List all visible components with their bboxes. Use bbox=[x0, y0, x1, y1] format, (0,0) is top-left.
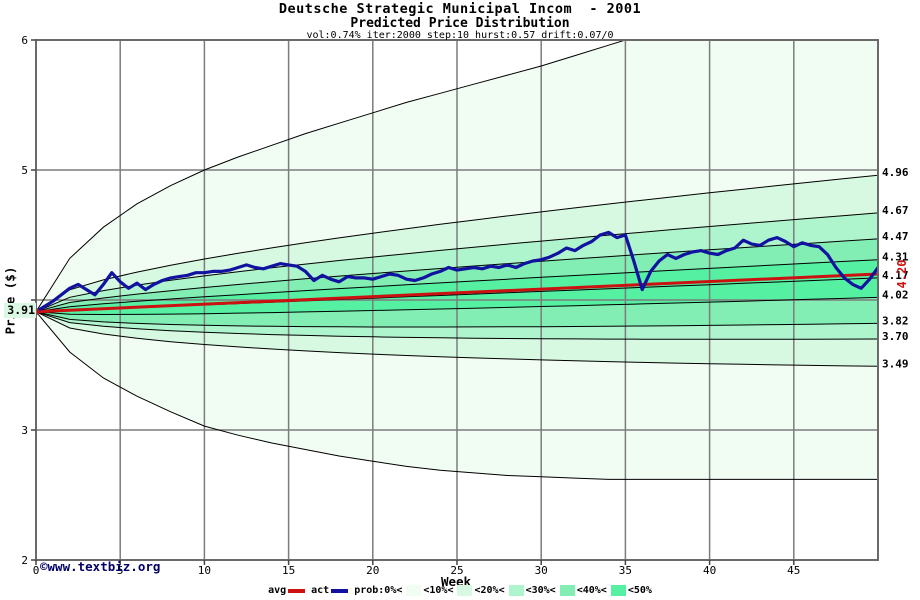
x-tick-label: 15 bbox=[282, 564, 295, 577]
legend-band-label-1: <10%< bbox=[423, 585, 454, 596]
avg-line bbox=[36, 272, 878, 314]
legend-act-label: act bbox=[311, 585, 330, 596]
avg-final-label: 4.20 bbox=[895, 260, 909, 289]
band-boundary-line-p20 bbox=[36, 311, 878, 340]
legend-band-swatch-1 bbox=[406, 585, 422, 596]
right-axis-label: 4.67 bbox=[882, 204, 909, 217]
header-block: Deutsche Strategic Municipal Incom - 200… bbox=[0, 2, 920, 41]
band-boundary-line-bot bbox=[36, 311, 878, 480]
right-axis-label: 4.31 bbox=[882, 251, 909, 264]
legend-prob-label: prob:0%< bbox=[354, 585, 403, 596]
right-axis-label: 4.02 bbox=[882, 288, 909, 301]
legend-band-label-2: <20%< bbox=[474, 585, 505, 596]
legend-band-swatch-2 bbox=[457, 585, 473, 596]
legend-avg-label: avg bbox=[268, 585, 287, 596]
act-line bbox=[36, 230, 878, 314]
right-axis-label: 4.47 bbox=[882, 230, 909, 243]
legend-band-label-5: <50% bbox=[627, 585, 652, 596]
band-boundary-line-top bbox=[36, 40, 628, 312]
x-tick-label: 35 bbox=[619, 564, 632, 577]
band-boundary-line-p80 bbox=[36, 212, 878, 313]
band-boundary-line-p90 bbox=[36, 174, 878, 313]
watermark: ©www.textbiz.org The Research Foundation… bbox=[40, 529, 273, 600]
x-tick-label: 0 bbox=[33, 564, 40, 577]
band-boundary-line-p60 bbox=[36, 259, 878, 313]
band-boundary-line-p70 bbox=[36, 238, 878, 313]
y-tick-label: 6 bbox=[21, 34, 28, 47]
avg-line-swatch bbox=[288, 588, 306, 593]
chart-subtitle: Predicted Price Distribution bbox=[350, 15, 570, 31]
right-axis-label: 3.82 bbox=[882, 314, 909, 327]
chart-title: Deutsche Strategic Municipal Incom - 200… bbox=[278, 1, 642, 17]
x-tick-label: 20 bbox=[366, 564, 379, 577]
plot-area bbox=[36, 40, 878, 560]
x-tick-label: 40 bbox=[703, 564, 716, 577]
y-tick-label: 2 bbox=[21, 554, 28, 567]
legend-band-label-4: <40%< bbox=[576, 585, 607, 596]
legend-band-swatch-3 bbox=[508, 585, 524, 596]
right-axis-label: 4.96 bbox=[882, 166, 909, 179]
right-axis-label: 3.70 bbox=[882, 330, 909, 343]
x-tick-label: 5 bbox=[117, 564, 124, 577]
legend: avg act prob:0%< <10%< <20%< <30%< <40%<… bbox=[0, 585, 920, 596]
right-axis-label: 4.17 bbox=[882, 269, 909, 282]
price-start-label: 3.91 bbox=[4, 303, 36, 318]
x-tick-label: 10 bbox=[198, 564, 211, 577]
band-boundary-line-p10 bbox=[36, 311, 878, 367]
y-tick-label: 5 bbox=[21, 164, 28, 177]
right-axis-label: 3.49 bbox=[882, 357, 909, 370]
y-axis-title: Price ($) bbox=[2, 266, 18, 335]
x-tick-label: 45 bbox=[787, 564, 800, 577]
act-line-swatch bbox=[331, 588, 349, 593]
watermark-line1: ©www.textbiz.org bbox=[40, 559, 161, 574]
chart-params: vol:0.74% iter:2000 step:10 hurst:0.57 d… bbox=[306, 29, 614, 41]
band-boundary-line-p30 bbox=[36, 311, 878, 328]
y-tick-label: 3 bbox=[21, 424, 28, 437]
legend-band-swatch-4 bbox=[559, 585, 575, 596]
x-tick-label: 30 bbox=[535, 564, 548, 577]
legend-band-label-3: <30%< bbox=[525, 585, 556, 596]
band-boundary-line-p40 bbox=[36, 296, 878, 316]
legend-band-swatch-5 bbox=[610, 585, 626, 596]
x-tick-label: 25 bbox=[450, 564, 463, 577]
